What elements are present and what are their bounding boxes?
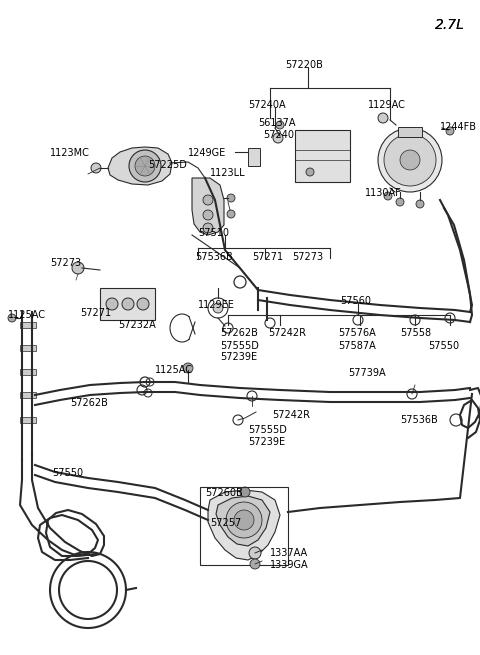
Text: 57536B: 57536B bbox=[195, 252, 233, 262]
Text: 57273: 57273 bbox=[50, 258, 81, 268]
Text: 57239E: 57239E bbox=[220, 352, 257, 362]
Polygon shape bbox=[108, 147, 172, 185]
Circle shape bbox=[203, 210, 213, 220]
Text: 1123LL: 1123LL bbox=[210, 168, 246, 178]
Text: 57242R: 57242R bbox=[272, 410, 310, 420]
Text: 57260B: 57260B bbox=[205, 488, 243, 498]
Circle shape bbox=[250, 559, 260, 569]
Circle shape bbox=[378, 128, 442, 192]
Circle shape bbox=[203, 223, 213, 233]
Text: 57240A: 57240A bbox=[248, 100, 286, 110]
Circle shape bbox=[384, 134, 436, 186]
Circle shape bbox=[416, 200, 424, 208]
Text: 57262B: 57262B bbox=[70, 398, 108, 408]
FancyBboxPatch shape bbox=[100, 288, 155, 320]
Circle shape bbox=[227, 210, 235, 218]
Circle shape bbox=[122, 298, 134, 310]
Text: 57587A: 57587A bbox=[338, 341, 376, 351]
Text: 57576A: 57576A bbox=[338, 328, 376, 338]
Text: 57271: 57271 bbox=[252, 252, 283, 262]
Circle shape bbox=[72, 262, 84, 274]
Circle shape bbox=[203, 195, 213, 205]
Circle shape bbox=[396, 198, 404, 206]
Text: 1125AC: 1125AC bbox=[155, 365, 193, 375]
Circle shape bbox=[400, 150, 420, 170]
Text: 57262B: 57262B bbox=[220, 328, 258, 338]
Text: 57550: 57550 bbox=[52, 468, 83, 478]
FancyBboxPatch shape bbox=[20, 392, 36, 398]
Text: 1130AF: 1130AF bbox=[365, 188, 402, 198]
Text: 1123MC: 1123MC bbox=[50, 148, 90, 158]
Circle shape bbox=[384, 192, 392, 200]
Text: 1129AC: 1129AC bbox=[368, 100, 406, 110]
Circle shape bbox=[446, 127, 454, 135]
FancyBboxPatch shape bbox=[20, 417, 36, 423]
Text: 57271: 57271 bbox=[80, 308, 111, 318]
Text: 57232A: 57232A bbox=[118, 320, 156, 330]
Polygon shape bbox=[192, 178, 224, 235]
Text: 57510: 57510 bbox=[198, 228, 229, 238]
FancyBboxPatch shape bbox=[398, 127, 422, 137]
Text: 57239E: 57239E bbox=[248, 437, 285, 447]
Text: 1129EE: 1129EE bbox=[198, 300, 235, 310]
Circle shape bbox=[240, 487, 250, 497]
Circle shape bbox=[234, 510, 254, 530]
Circle shape bbox=[106, 298, 118, 310]
Circle shape bbox=[137, 298, 149, 310]
Text: 2.7L: 2.7L bbox=[435, 18, 465, 32]
Text: 1244FB: 1244FB bbox=[440, 122, 477, 132]
Text: 57560: 57560 bbox=[340, 296, 371, 306]
Circle shape bbox=[306, 168, 314, 176]
Polygon shape bbox=[216, 496, 270, 546]
Text: 57225D: 57225D bbox=[148, 160, 187, 170]
Text: 1125AC: 1125AC bbox=[8, 310, 46, 320]
Circle shape bbox=[227, 194, 235, 202]
Text: 57536B: 57536B bbox=[400, 415, 438, 425]
Circle shape bbox=[8, 314, 16, 322]
Text: 1249GE: 1249GE bbox=[188, 148, 226, 158]
Text: 56137A: 56137A bbox=[258, 118, 296, 128]
Text: 57220B: 57220B bbox=[285, 60, 323, 70]
Text: 2.7L: 2.7L bbox=[435, 18, 465, 32]
Circle shape bbox=[378, 113, 388, 123]
Text: 57555D: 57555D bbox=[220, 341, 259, 351]
Text: 57739A: 57739A bbox=[348, 368, 385, 378]
FancyBboxPatch shape bbox=[20, 322, 36, 328]
Text: 57257: 57257 bbox=[210, 518, 241, 528]
FancyBboxPatch shape bbox=[248, 148, 260, 166]
Text: 1337AA: 1337AA bbox=[270, 548, 308, 558]
Circle shape bbox=[213, 303, 223, 313]
Circle shape bbox=[276, 121, 284, 129]
Text: 57550: 57550 bbox=[428, 341, 459, 351]
Polygon shape bbox=[208, 490, 280, 560]
Circle shape bbox=[91, 163, 101, 173]
Circle shape bbox=[183, 363, 193, 373]
Text: 57240: 57240 bbox=[263, 130, 294, 140]
Text: 57242R: 57242R bbox=[268, 328, 306, 338]
Circle shape bbox=[249, 547, 261, 559]
Text: 57273: 57273 bbox=[292, 252, 323, 262]
Circle shape bbox=[135, 156, 155, 176]
Circle shape bbox=[226, 502, 262, 538]
Text: 57558: 57558 bbox=[400, 328, 431, 338]
Circle shape bbox=[129, 150, 161, 182]
Text: 57555D: 57555D bbox=[248, 425, 287, 435]
FancyBboxPatch shape bbox=[20, 369, 36, 375]
FancyBboxPatch shape bbox=[20, 345, 36, 351]
FancyBboxPatch shape bbox=[295, 130, 350, 182]
Circle shape bbox=[273, 133, 283, 143]
Text: 1339GA: 1339GA bbox=[270, 560, 309, 570]
